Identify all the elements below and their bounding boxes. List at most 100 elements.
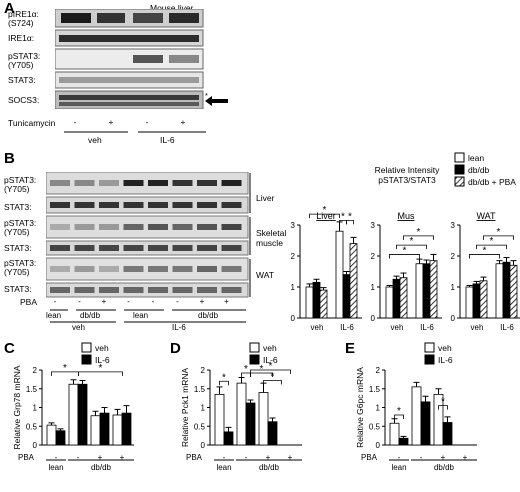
sig-bracket	[250, 372, 273, 377]
y-tick-label: 1.5	[369, 385, 381, 394]
strain-label: lean	[133, 311, 149, 320]
arrow-left-icon	[205, 96, 228, 106]
strain-label: db/db	[198, 311, 219, 320]
band	[99, 245, 119, 251]
y-tick-label: 0	[451, 314, 456, 323]
bar	[411, 386, 422, 446]
pba-sign: +	[199, 297, 205, 306]
bar	[245, 402, 256, 446]
bar	[267, 421, 278, 446]
sign: +	[108, 118, 114, 127]
row-name: STAT3:	[4, 202, 32, 212]
row-name: pSTAT3:	[4, 218, 37, 228]
legend-label: veh	[438, 343, 452, 353]
y-tick-label: 2	[371, 252, 376, 261]
band	[172, 245, 193, 251]
legend-swatch	[454, 164, 465, 175]
bar	[502, 261, 511, 319]
bar	[429, 260, 438, 319]
sig-bracket	[250, 369, 291, 374]
legend-label: lean	[468, 153, 484, 163]
band	[197, 180, 217, 186]
strain-label: db/db	[80, 311, 101, 320]
row-label: pIRE1α: (S724)	[8, 10, 39, 28]
band	[197, 245, 217, 251]
band	[74, 202, 95, 208]
pba-sign: -	[151, 297, 155, 306]
bar	[335, 230, 344, 319]
y-axis-label: Relative G6pc mRNA	[355, 367, 365, 448]
y-tick-label: 1.5	[26, 385, 38, 394]
group-label: veh	[88, 135, 102, 145]
band	[221, 245, 242, 251]
chart-title: Liver	[316, 211, 336, 221]
pba-label: PBA	[186, 453, 203, 462]
panel-a-header: Mouse liver	[150, 3, 194, 13]
band	[133, 13, 163, 23]
x-tick-label: veh	[391, 323, 404, 332]
bar	[479, 280, 488, 319]
panel-b-group-lines	[50, 309, 246, 323]
band	[59, 35, 199, 42]
row-sub: (S724)	[8, 18, 34, 28]
band	[148, 202, 168, 208]
row-name: IRE1α:	[8, 33, 35, 43]
row-sub: (Y705)	[4, 227, 30, 237]
sig-star: *	[222, 372, 226, 383]
band	[123, 245, 144, 251]
band	[197, 224, 217, 230]
row-name: pSTAT3:	[4, 175, 37, 185]
row-label: pSTAT3: (Y705)	[4, 176, 36, 194]
band	[172, 224, 193, 230]
bar	[305, 286, 314, 319]
sig-star: *	[403, 245, 407, 256]
legend-label: veh	[95, 343, 109, 353]
tissue-label: muscle	[256, 238, 283, 248]
band	[148, 180, 168, 186]
pba-sign: +	[224, 297, 229, 306]
blot-pire1	[55, 9, 204, 28]
panel-e-letter: E	[345, 340, 356, 357]
legend-swatch	[454, 152, 465, 163]
panel-c-letter: C	[4, 340, 15, 357]
chart-title-line1: Relative Intensity	[374, 165, 440, 175]
sig-bracket	[403, 235, 434, 240]
row-sub: (Y705)	[8, 60, 34, 70]
bar	[415, 263, 424, 319]
y-tick-label: 0.5	[369, 422, 381, 431]
bar	[90, 415, 101, 446]
band	[221, 224, 242, 230]
band	[74, 180, 95, 186]
pba-sign: -	[420, 453, 423, 462]
band	[50, 180, 70, 186]
bar	[465, 286, 474, 319]
bar	[236, 382, 247, 446]
band	[148, 287, 168, 293]
sig-bracket	[394, 414, 404, 419]
sig-star: *	[348, 211, 352, 222]
band	[97, 13, 125, 23]
bar	[342, 274, 351, 319]
sign: +	[180, 118, 186, 127]
pba-label: PBA	[18, 453, 35, 462]
bar	[389, 422, 400, 446]
pba-sign: -	[55, 453, 58, 462]
y-tick-label: 2	[201, 366, 206, 375]
x-tick-label: IL-6	[500, 323, 514, 332]
bar	[399, 277, 408, 319]
blot-strip	[46, 257, 249, 281]
row-name: pIRE1α:	[8, 9, 39, 19]
y-tick-label: 1	[376, 404, 381, 413]
y-tick-label: 1	[291, 283, 296, 292]
band	[221, 287, 242, 293]
y-tick-label: 1	[33, 404, 38, 413]
sig-bracket	[219, 380, 229, 386]
band	[197, 287, 217, 293]
panel-a-blots	[55, 9, 204, 109]
chart-title-line2: pSTAT3/STAT3	[378, 175, 436, 185]
y-tick-label: 0	[371, 314, 376, 323]
blot-strip	[46, 215, 249, 239]
row-label: STAT3:	[4, 285, 32, 294]
band	[169, 55, 199, 63]
sig-star: *	[271, 372, 275, 383]
